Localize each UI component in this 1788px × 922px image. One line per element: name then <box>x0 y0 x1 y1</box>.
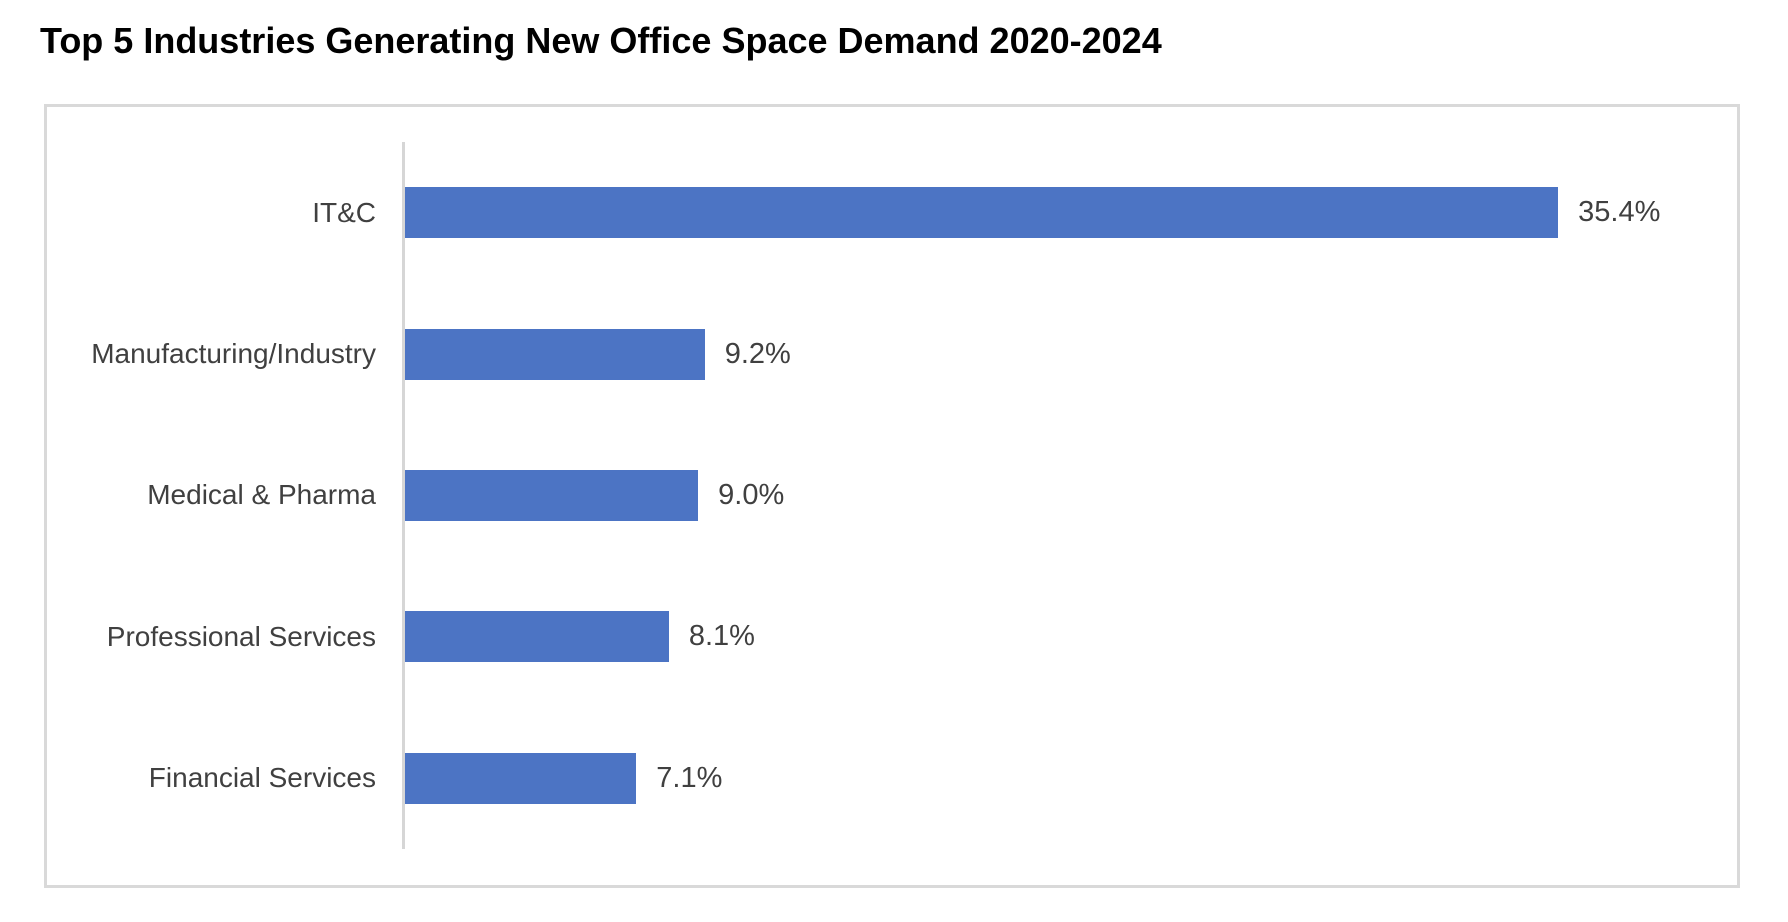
bar <box>405 469 699 521</box>
category-label: Manufacturing/Industry <box>91 338 376 370</box>
chart-row: Manufacturing/Industry 9.2% <box>47 283 1737 424</box>
bar <box>405 611 669 663</box>
bar <box>405 187 1559 239</box>
category-label: IT&C <box>312 196 376 228</box>
category-label: Professional Services <box>106 620 376 652</box>
category-axis-line <box>402 142 405 849</box>
value-label: 8.1% <box>688 620 755 653</box>
chart-row: Financial Services 7.1% <box>47 708 1737 849</box>
chart-area: IT&C 35.4% Manufacturing/Industry 9.2% Medic… <box>44 104 1740 888</box>
value-label: 9.0% <box>718 478 785 511</box>
chart-row: IT&C 35.4% <box>47 142 1737 283</box>
category-label: Financial Services <box>148 762 376 794</box>
bar <box>405 328 705 380</box>
chart-row: Medical & Pharma 9.0% <box>47 425 1737 566</box>
value-label: 35.4% <box>1578 196 1661 229</box>
plot-rows: IT&C 35.4% Manufacturing/Industry 9.2% Medic… <box>47 142 1737 849</box>
chart-row: Professional Services 8.1% <box>47 566 1737 707</box>
value-label: 9.2% <box>724 337 791 370</box>
bar <box>405 752 637 804</box>
chart-title: Top 5 Industries Generating New Office S… <box>40 20 1162 61</box>
category-label: Medical & Pharma <box>147 479 376 511</box>
value-label: 7.1% <box>656 761 723 794</box>
